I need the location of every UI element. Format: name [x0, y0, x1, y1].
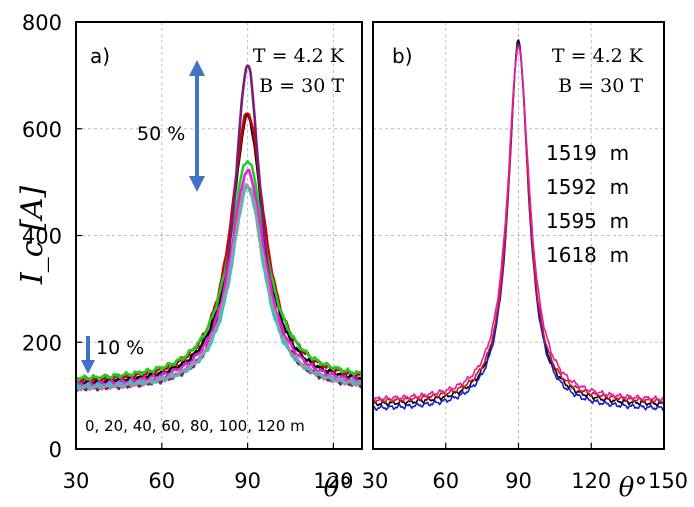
panel-b-frame [372, 21, 665, 450]
y-tick-label: 400 [22, 225, 62, 249]
legend-entry: 1618 m [546, 243, 629, 267]
y-tick-label: 600 [22, 118, 62, 142]
spread-peak-label: 50 % [137, 123, 185, 145]
panel-a [74, 21, 364, 450]
panel-b-temperature: T = 4.2 K [552, 45, 644, 67]
series-line-120-m [75, 182, 363, 392]
x-tick-label: 60 [148, 469, 175, 493]
panel-a-label: a) [90, 44, 110, 68]
panel-b-field: B = 30 T [558, 75, 643, 97]
panel-b [372, 21, 665, 450]
curves-b [372, 39, 665, 411]
y-tick-label: 200 [22, 331, 62, 355]
panel-a-frame [75, 21, 363, 450]
legend-b: 1519 m 1592 m 1595 m 1618 m [546, 141, 629, 267]
y-axis-label: I_c [A] [15, 186, 50, 286]
series-line-40-m [74, 160, 364, 382]
panel-a-field: B = 30 T [259, 75, 344, 97]
y-tick-label: 800 [22, 11, 62, 35]
spread-base-label: 10 % [96, 337, 144, 359]
panel-a-temperature: T = 4.2 K [253, 45, 345, 67]
x-tick-label: 30 [63, 469, 90, 493]
legend-entry: 1592 m [546, 175, 629, 199]
series-line-1595-m [372, 44, 665, 405]
grid-b [373, 22, 665, 449]
x-tick-label: 120 [313, 469, 353, 493]
legend-entry: 1595 m [546, 209, 629, 233]
series-line-1592-m [372, 42, 665, 411]
x-axis-label-a: θ° [324, 473, 353, 503]
x-tick-label: 30 [362, 469, 389, 493]
series-line-80-m [74, 168, 364, 388]
x-tick-label: 150 [648, 469, 688, 493]
spread-peak-arrow [189, 60, 205, 192]
curves-a [74, 64, 364, 392]
x-tick-label: 90 [234, 469, 261, 493]
y-tick-label: 0 [49, 438, 62, 462]
legend-entry: 1519 m [546, 141, 629, 165]
tick-labels: 30 60 90 120 0 200 400 600 800 60 90 120 150 30 [22, 11, 688, 493]
positions-caption: 0, 20, 40, 60, 80, 100, 120 m [85, 417, 305, 435]
spread-base-arrow [81, 336, 95, 374]
x-tick-label: 90 [505, 469, 532, 493]
x-tick-label: 60 [432, 469, 459, 493]
x-tick-label: 120 [571, 469, 611, 493]
x-axis-label-b: θ° [619, 473, 648, 503]
series-line-1618-m [373, 46, 665, 402]
panel-b-label: b) [392, 44, 413, 68]
